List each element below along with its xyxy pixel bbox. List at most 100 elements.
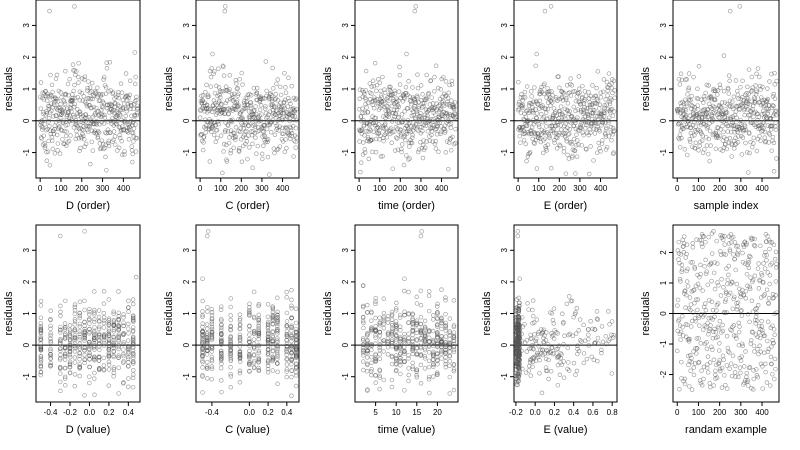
y-tick-label: -1 [22,373,31,381]
scatter-point [435,351,440,357]
scatter-point [370,149,375,155]
scatter-point [72,322,77,327]
scatter-point [237,76,242,82]
scatter-point [209,324,215,330]
scatter-point [550,93,555,98]
scatter-point [517,133,523,139]
scatter-point [675,248,681,253]
scatter-point [565,101,571,106]
scatter-point [746,383,751,388]
scatter-point [408,101,414,107]
scatter-point [58,313,63,319]
scatter-point [760,84,765,90]
scatter-point [771,140,777,146]
scatter-point [418,321,424,327]
scatter-point [422,326,428,332]
scatter-point [685,266,690,272]
scatter-point [267,172,272,177]
scatter-point [435,304,440,309]
scatter-point [534,111,540,116]
scatter-point [256,320,262,326]
scatter-point [578,125,584,131]
scatter-point [116,346,121,352]
scatter-point [95,129,101,134]
y-tick-label: 2 [341,279,350,284]
scatter-point [58,303,63,309]
scatter-point [224,159,230,164]
scatter-point [762,135,768,140]
scatter-point [251,358,257,364]
scatter-point [377,80,382,86]
scatter-point [82,137,87,142]
scatter-point [700,244,705,249]
scatter-point [82,360,87,366]
scatter-point [116,310,122,316]
scatter-point [399,112,405,117]
scatter-point [272,150,277,156]
scatter-point [569,114,575,119]
scatter-point [719,365,725,371]
scatter-points [360,229,457,396]
scatter-point [446,166,451,172]
scatter-point [713,329,719,335]
scatter-point [569,139,574,145]
scatter-point [524,349,530,354]
scatter-point [419,229,424,234]
scatter-point [711,357,717,363]
scatter-point [515,229,521,234]
scatter-point [676,121,681,127]
scatter-point [369,366,374,372]
scatter-point [389,384,395,390]
scatter-point [87,356,92,362]
scatter-point [251,114,256,120]
scatter-point [734,127,740,133]
scatter-point [536,122,541,127]
scatter-point [62,376,68,381]
scatter-point [373,301,378,307]
scatter-point [362,110,368,115]
scatter-point [403,84,409,90]
scatter-point [389,377,395,383]
scatter-point [422,118,427,123]
scatter-point [58,352,63,358]
scatter-point [555,135,560,141]
scatter-point [586,336,591,342]
scatter-point [720,328,726,334]
y-tick-label: 1 [341,311,350,316]
scatter-point [358,160,364,165]
scatter-point [377,329,382,335]
x-tick-label: 200 [394,184,408,193]
scatter-point [679,103,684,109]
scatter-point [116,391,121,396]
scatter-point [105,127,111,132]
scatter-point [106,383,111,388]
scatter-point [765,111,770,116]
scatter-point [72,317,78,322]
scatter-point [426,377,432,382]
scatter-point [275,356,280,362]
scatter-point [736,374,741,380]
scatter-point [715,92,720,97]
scatter-point [751,376,757,382]
scatter-point [771,327,777,332]
scatter-point [38,360,44,366]
scatter-point [517,345,522,351]
scatter-point [127,92,133,98]
x-tick-label: 200 [713,408,727,417]
scatter-point [385,352,391,357]
scatter-point [61,118,67,123]
scatter-point [741,364,747,369]
scatter-point [706,234,711,240]
scatter-point [111,343,116,349]
scatter-point [130,315,136,321]
scatter-point [414,372,419,378]
scatter-point [58,338,63,343]
scatter-point [410,85,415,90]
scatter-point [82,336,87,341]
scatter-point [265,314,271,320]
scatter-point [289,315,294,321]
scatter-point [96,130,102,135]
scatter-point [534,336,539,342]
scatter-point [106,318,112,323]
scatter-point [706,298,712,303]
